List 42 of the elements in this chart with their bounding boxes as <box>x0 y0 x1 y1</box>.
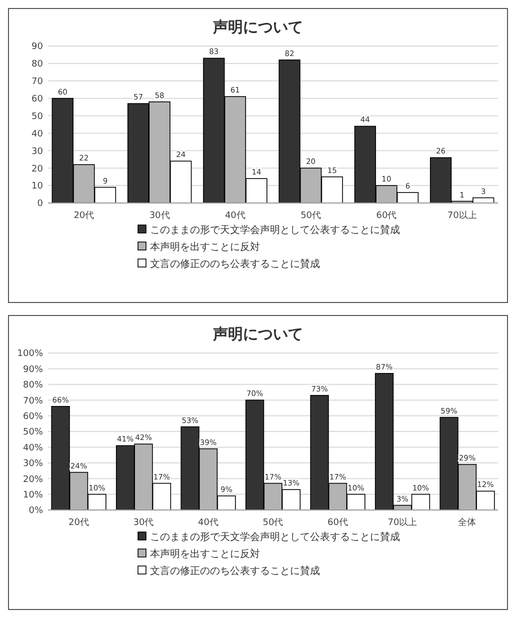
y-tick-label: 30% <box>22 459 44 470</box>
y-tick-label: 90% <box>22 364 44 375</box>
y-tick-label: 50% <box>22 428 44 438</box>
y-tick-label: 90 <box>32 42 44 52</box>
x-tick-label: 70以上 <box>447 210 477 221</box>
legend-label: 文言の修正ののち公表することに賛成 <box>150 258 320 270</box>
y-tick-label: 60% <box>22 412 44 422</box>
y-tick-label: 10% <box>22 490 44 500</box>
legend-label: このままの形で天文学会声明として公表することに賛成 <box>150 531 400 543</box>
legend-label: 本声明を出すことに反対 <box>150 548 260 560</box>
x-tick-label: 20代 <box>74 210 94 221</box>
x-tick-label: 30代 <box>133 517 154 528</box>
y-tick-label: 80% <box>22 380 44 391</box>
legend-label: 本声明を出すことに反対 <box>150 241 260 253</box>
y-tick-label: 70 <box>32 77 44 88</box>
x-tick-label: 全体 <box>458 517 476 528</box>
y-tick-label: 0 <box>37 199 44 210</box>
x-tick-label: 40代 <box>198 517 218 528</box>
x-tick-label: 50代 <box>300 210 322 221</box>
y-tick-label: 20 <box>32 164 44 174</box>
legend-label: このままの形で天文学会声明として公表することに賛成 <box>150 224 400 236</box>
x-tick-label: 60代 <box>376 210 397 221</box>
y-tick-label: 10 <box>32 182 44 192</box>
y-tick-label: 20% <box>22 474 44 485</box>
y-tick-label: 100% <box>17 349 44 360</box>
x-tick-label: 40代 <box>224 210 246 221</box>
x-tick-label: 30代 <box>149 210 170 221</box>
y-tick-label: 60 <box>32 94 44 104</box>
y-tick-label: 70% <box>22 396 44 406</box>
legend-label: 文言の修正ののち公表することに賛成 <box>150 565 320 577</box>
y-tick-label: 30 <box>32 146 44 157</box>
x-tick-label: 20代 <box>68 517 89 528</box>
y-tick-label: 80 <box>32 60 44 70</box>
chart-title: 声明について <box>212 18 303 36</box>
x-tick-label: 50代 <box>262 517 284 528</box>
y-tick-label: 40 <box>32 129 44 140</box>
x-tick-label: 70以上 <box>388 517 418 528</box>
y-tick-label: 0% <box>28 506 44 516</box>
y-tick-label: 40% <box>22 443 44 454</box>
chart-title: 声明について <box>212 325 303 343</box>
y-tick-label: 50 <box>32 112 44 122</box>
x-tick-label: 60代 <box>328 517 348 528</box>
